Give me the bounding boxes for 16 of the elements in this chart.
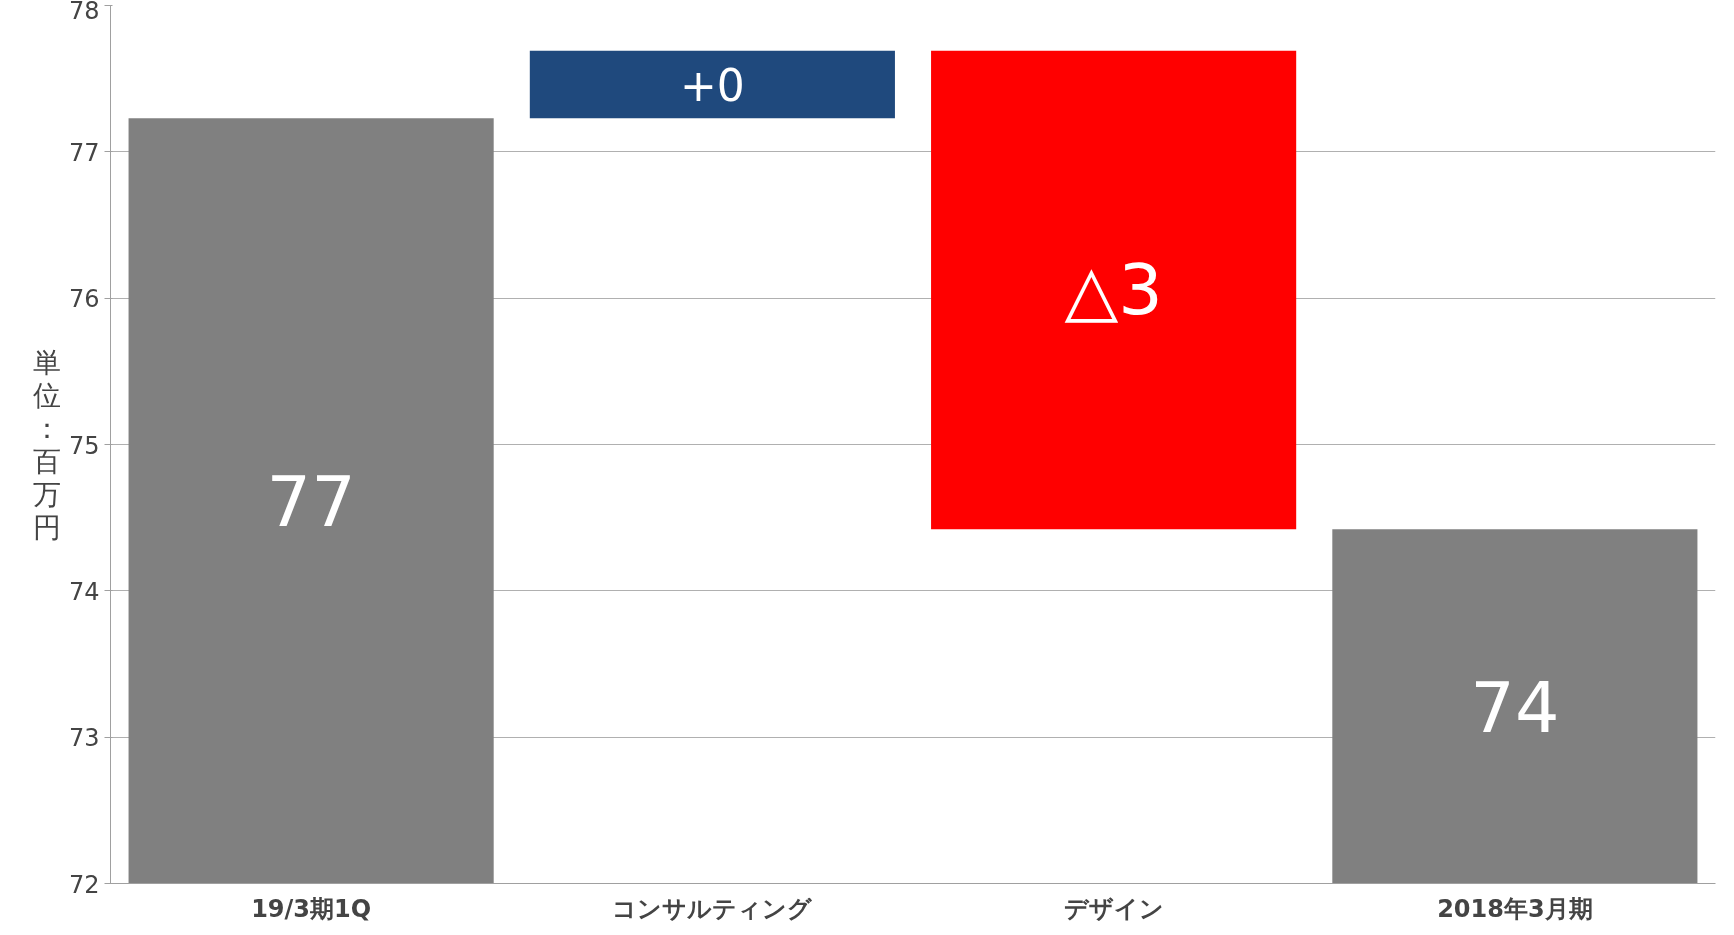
y-tick-label: 77 — [68, 138, 100, 167]
data-label: 77 — [266, 461, 356, 544]
y-tick-label: 78 — [68, 0, 100, 25]
x-tick-label: 2018年3月期 — [1437, 894, 1593, 923]
y-axis-title: 単位：百万円 — [32, 345, 61, 544]
x-tick-label: 19/3期1Q — [251, 894, 372, 923]
y-tick-label: 72 — [68, 870, 100, 899]
y-tick-label: 76 — [68, 285, 100, 314]
data-label: △3 — [1064, 249, 1163, 332]
y-tick-label: 73 — [68, 724, 100, 753]
x-tick-label: デザイン — [1063, 894, 1164, 923]
y-tick-label: 75 — [68, 431, 100, 460]
data-label: 74 — [1470, 666, 1560, 749]
x-tick-label: コンサルティング — [612, 894, 814, 923]
y-tick-label: 74 — [68, 577, 100, 606]
data-label: +0 — [679, 60, 745, 112]
